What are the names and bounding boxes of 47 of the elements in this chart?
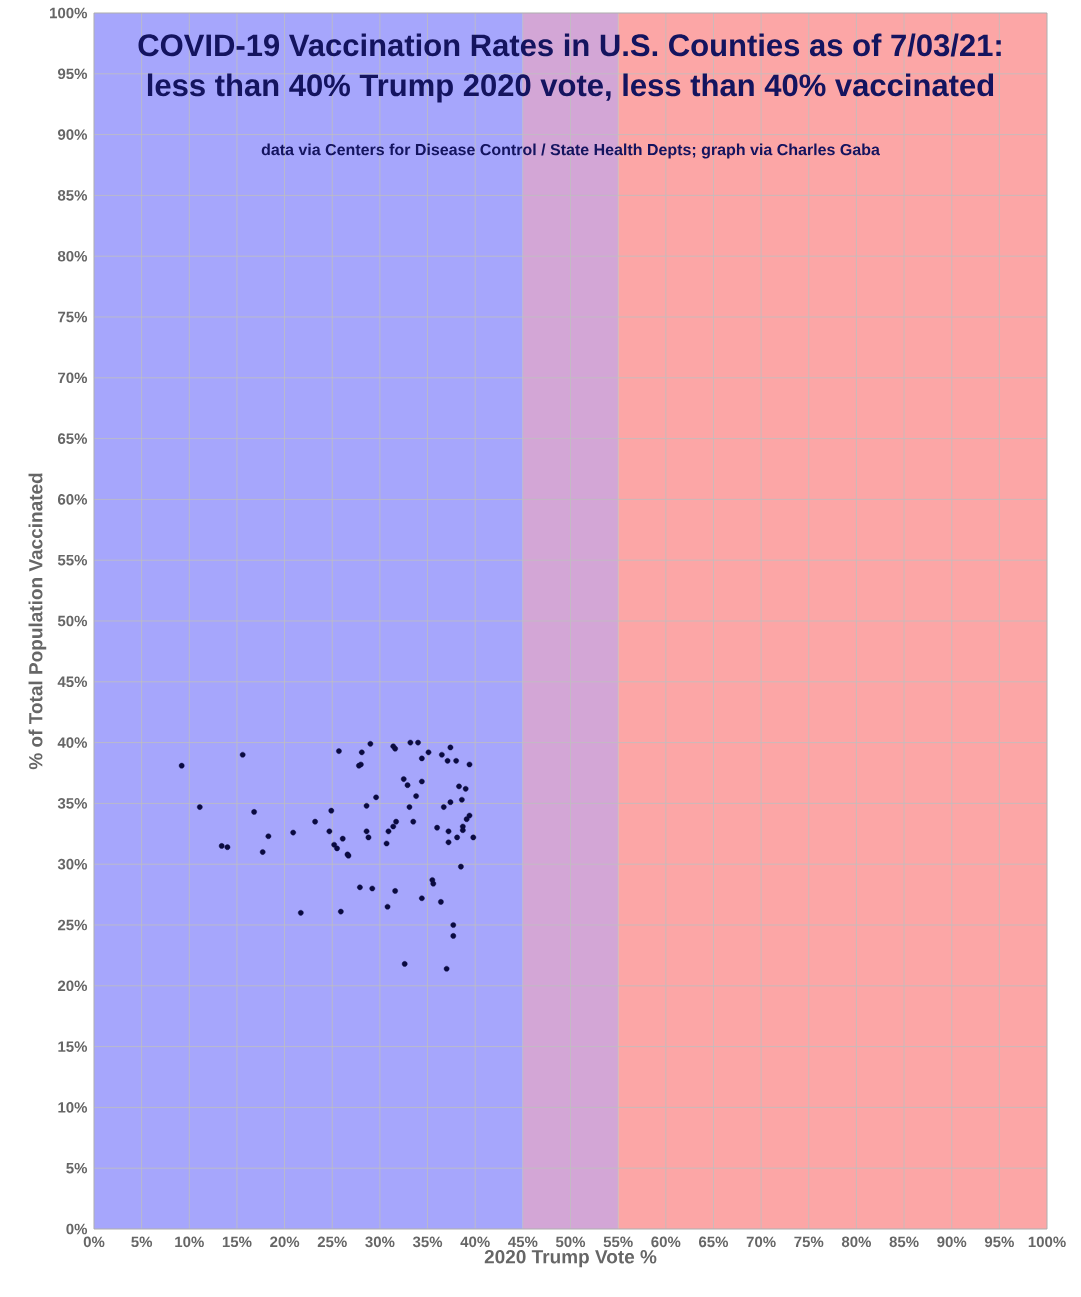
y-tick-label: 100% xyxy=(50,7,88,19)
x-tick-label: 75% xyxy=(794,1236,824,1248)
y-tick-label: 75% xyxy=(58,311,88,323)
x-tick-label: 60% xyxy=(651,1236,681,1248)
y-tick-label: 65% xyxy=(57,433,88,444)
x-tick-label: 50% xyxy=(555,1236,586,1248)
text: less than 40% Trump 2020 vote, less than 40% vaccinated xyxy=(147,73,994,103)
annotation: data via Centers for Disease Control / State Health Depts; graph via Charles Gaba xyxy=(261,143,880,159)
x-tick-label: 35% xyxy=(412,1236,443,1248)
x-tick-label: 70% xyxy=(746,1236,776,1248)
y-axis-title: % of Total Population Vaccinated xyxy=(28,473,47,770)
y-tick-label: 95% xyxy=(57,68,88,80)
x-tick-label: 65% xyxy=(699,1236,729,1248)
y-tick-label: 50% xyxy=(57,615,88,627)
x-axis-title: 2020 Trump Vote % xyxy=(484,1250,657,1268)
x-tick-label: 5% xyxy=(131,1236,153,1248)
y-tick-label: 35% xyxy=(57,798,88,809)
x-tick-label: 30% xyxy=(365,1236,395,1248)
x-tick-label: 25% xyxy=(317,1236,347,1248)
y-tick-label: 60% xyxy=(57,494,88,505)
x-tick-label: 10% xyxy=(175,1236,204,1248)
y-tick-label: 80% xyxy=(57,250,88,262)
y-tick-label: 70% xyxy=(58,372,88,384)
x-tick-label: 20% xyxy=(270,1236,300,1248)
x-tick-label: 85% xyxy=(889,1236,919,1248)
y-tick-label: 90% xyxy=(57,129,88,140)
y-tick-label: 45% xyxy=(57,676,88,688)
y-tick-label: 55% xyxy=(57,554,88,566)
x-tick-label: 95% xyxy=(984,1236,1014,1248)
y-tick-label: 40% xyxy=(57,737,88,748)
x-tick-label: 80% xyxy=(841,1236,872,1248)
y-tick-label: 10% xyxy=(58,1102,88,1113)
y-tick-label: 85% xyxy=(57,190,88,201)
y-tick-label: 25% xyxy=(57,919,88,931)
x-tick-label: 15% xyxy=(222,1236,252,1248)
y-tick-label: 0% xyxy=(66,1223,88,1235)
x-tick-label: 45% xyxy=(508,1236,538,1248)
x-tick-label: 90% xyxy=(937,1236,967,1248)
y-tick-label: 5% xyxy=(66,1162,88,1174)
y-tick-label: 30% xyxy=(57,858,88,870)
x-tick-label: 40% xyxy=(460,1236,490,1248)
x-tick-label: 55% xyxy=(603,1236,633,1248)
x-tick-label: 0% xyxy=(83,1236,105,1248)
y-tick-label: 15% xyxy=(58,1041,88,1052)
y-tick-label: 20% xyxy=(57,980,88,992)
x-tick-label: 100% xyxy=(1028,1236,1066,1248)
text: COVID-19 Vaccination Rates in U.S. Counties as of 7/03/21: xyxy=(138,33,1001,57)
